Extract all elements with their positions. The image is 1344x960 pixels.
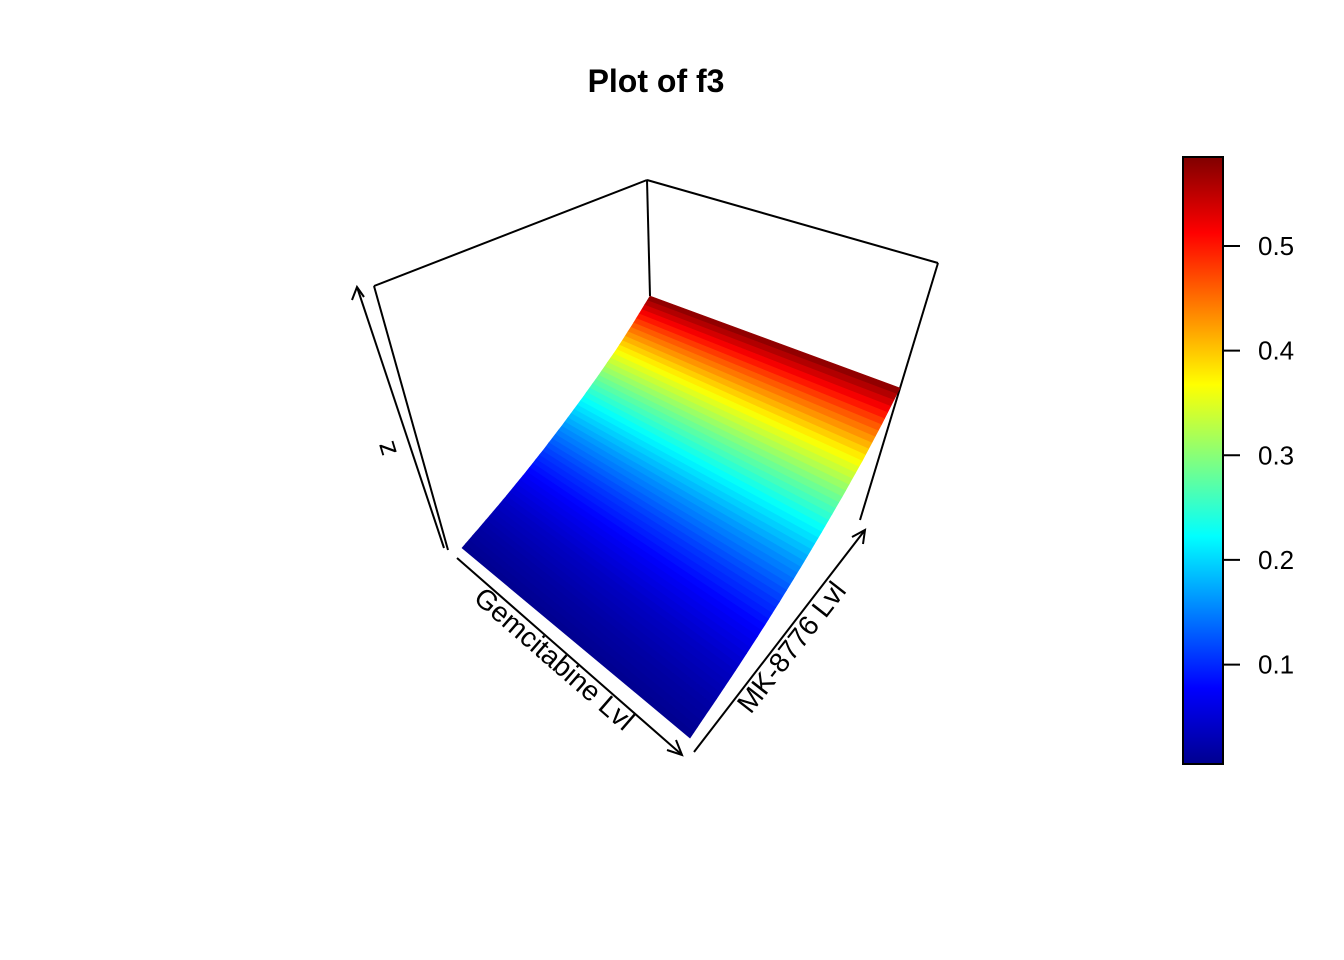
surface-band: [461, 543, 695, 739]
x-axis-arrow: [666, 739, 684, 757]
x-axis-line: [456, 557, 682, 755]
box-edge-back-vertical: [646, 179, 651, 297]
y-axis-line: [693, 529, 866, 753]
box-edge-right-vertical: [859, 262, 939, 521]
colorbar-tick-label: 0.2: [1258, 545, 1294, 575]
axes: [351, 284, 867, 757]
colorbar-gradient: [1182, 156, 1224, 765]
z-axis-arrow: [351, 284, 365, 301]
z-axis-line: [356, 286, 445, 549]
y-axis-arrow: [851, 528, 867, 545]
z-axis-label: z: [369, 438, 403, 460]
colorbar-tick-label: 0.3: [1258, 440, 1294, 470]
colorbar: 0.1 0.2 0.3 0.4 0.5: [1182, 156, 1294, 765]
box-edge-back-left: [373, 179, 648, 287]
box-edge-left-vertical: [373, 285, 449, 551]
box-edge-back-right: [646, 179, 939, 264]
box-frame: [373, 179, 939, 551]
colorbar-tick-label: 0.5: [1258, 231, 1294, 261]
chart-title: Plot of f3: [588, 63, 725, 99]
surface-mesh: [461, 295, 901, 739]
colorbar-tick-label: 0.1: [1258, 650, 1294, 680]
colorbar-tick-label: 0.4: [1258, 336, 1294, 366]
